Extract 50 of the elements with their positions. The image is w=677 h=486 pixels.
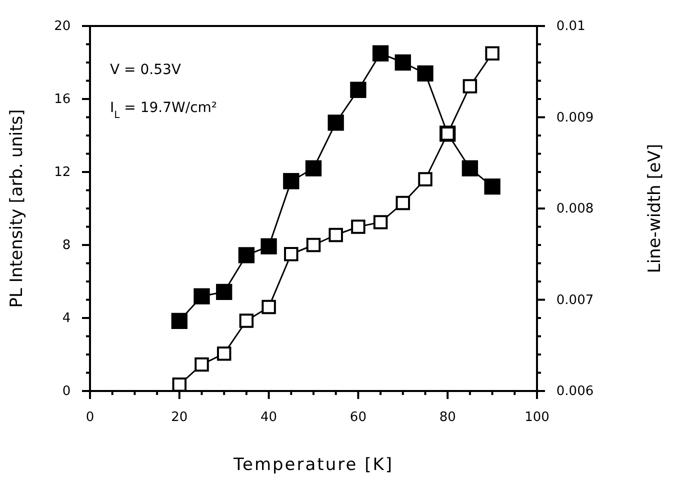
x-tick-label: 80: [439, 410, 456, 425]
point: [284, 247, 298, 262]
annotation: V = 0.53V: [110, 62, 182, 78]
point: [485, 46, 500, 60]
point: [418, 172, 432, 186]
point: [238, 247, 255, 264]
x-tick-label: 20: [171, 410, 188, 425]
point: [172, 377, 187, 392]
point: [350, 82, 366, 98]
y-axis-title: PL Intensity [arb. units]: [7, 109, 27, 308]
point: [306, 238, 321, 252]
x-tick-label: 40: [260, 410, 278, 425]
point: [283, 173, 300, 190]
x-tick-label: 60: [350, 410, 366, 425]
y2-tick-label: 0.008: [556, 202, 594, 217]
y-tick-label: 0: [62, 384, 71, 400]
y-tick-label: 8: [62, 238, 71, 254]
point: [396, 196, 410, 210]
point: [328, 114, 344, 131]
point: [462, 79, 478, 94]
point: [216, 284, 232, 300]
y2-tick-label: 0.01: [556, 19, 586, 34]
point: [373, 215, 388, 230]
y2-axis-title: Line-width [eV]: [645, 144, 665, 274]
y-tick-label: 12: [54, 165, 71, 180]
point: [462, 160, 478, 176]
point: [484, 178, 500, 195]
point: [194, 288, 210, 304]
point: [394, 54, 411, 71]
x-axis-title: Temperature [K]: [232, 455, 394, 475]
point: [194, 357, 209, 372]
point: [351, 220, 366, 234]
point: [262, 300, 276, 314]
annotation: I$_{L}$ = 19.7W/cm²: [110, 100, 218, 120]
point: [239, 314, 254, 328]
point: [305, 160, 322, 176]
point: [417, 65, 434, 82]
point: [171, 312, 188, 330]
point: [260, 238, 277, 254]
point: [372, 45, 389, 62]
point: [216, 346, 232, 361]
x-tick-label: 100: [524, 410, 550, 425]
y2-tick-label: 0.009: [556, 110, 594, 126]
y2-tick-label: 0.006: [556, 384, 594, 400]
y-tick-label: 20: [54, 19, 71, 34]
y2-tick-label: 0.007: [556, 292, 594, 308]
y-tick-label: 16: [54, 92, 71, 108]
x-tick-label: 0: [86, 410, 94, 425]
y-tick-label: 4: [62, 311, 71, 326]
point: [328, 228, 343, 242]
